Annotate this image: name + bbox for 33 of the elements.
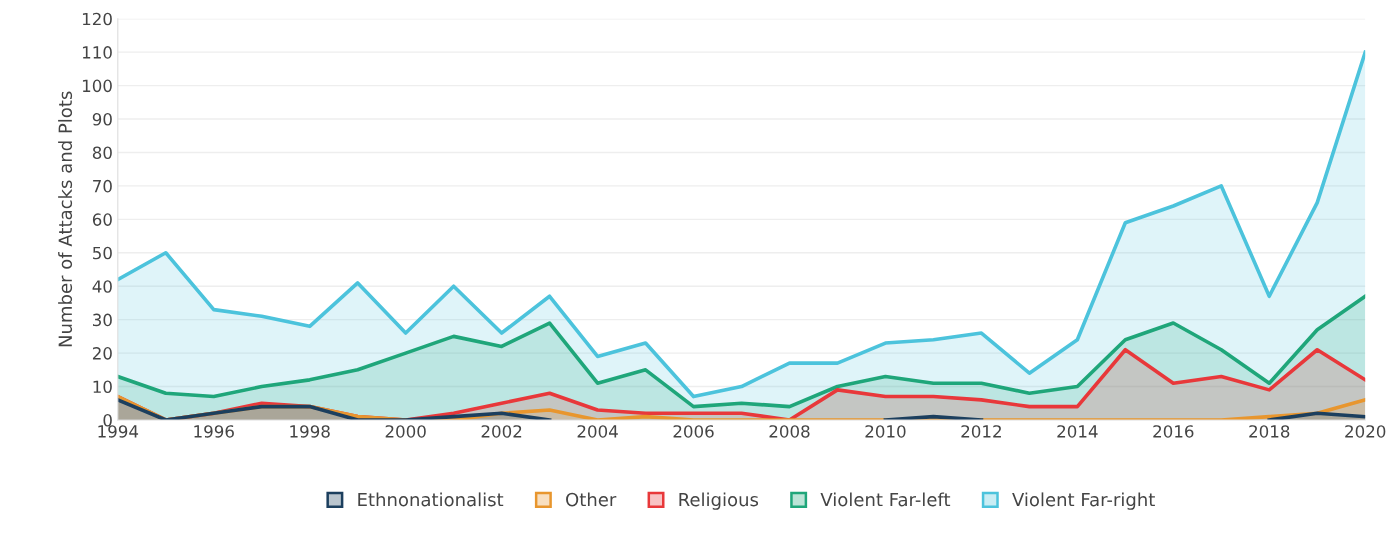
- y-tick-label: 10: [93, 380, 112, 394]
- legend-label: Violent Far-left: [820, 492, 951, 507]
- legend-label: Religious: [679, 492, 759, 510]
- legend-label: Ethnonationalist: [358, 492, 504, 507]
- y-tick-label: 90: [92, 113, 112, 126]
- x-tick-label: 2000: [385, 425, 426, 438]
- y-tick-label: 40: [92, 280, 112, 293]
- y-tick-label: 0: [103, 413, 112, 427]
- x-tick-label: 2016: [1153, 425, 1194, 438]
- x-tick-label: 2010: [865, 425, 906, 438]
- y-tick-label: 20: [92, 347, 112, 360]
- x-tick-label: 2008: [769, 425, 810, 438]
- legend-label: Violent Far-right: [1012, 492, 1155, 510]
- x-tick-label: 2020: [1345, 425, 1386, 438]
- x-tick-label: 2018: [1249, 425, 1290, 438]
- x-tick-label: 1994: [98, 425, 139, 438]
- legend-label: Other: [566, 492, 617, 507]
- x-tick-label: 2002: [481, 425, 522, 438]
- y-tick-label: 80: [92, 146, 112, 160]
- y-tick-label: 110: [82, 46, 112, 59]
- y-tick-label: 70: [93, 179, 112, 193]
- y-tick-label: 30: [93, 313, 112, 327]
- x-tick-label: 2006: [673, 425, 714, 438]
- x-tick-label: 2012: [961, 425, 1001, 438]
- y-tick-label: 100: [82, 79, 112, 93]
- x-tick-label: 1996: [194, 425, 234, 438]
- y-tick-label: 120: [82, 12, 112, 26]
- x-tick-label: 2004: [577, 425, 618, 438]
- x-tick-label: 1998: [290, 425, 330, 438]
- x-tick-label: 2014: [1057, 425, 1098, 438]
- y-tick-label: 60: [92, 213, 112, 226]
- y-axis-title: Number of Attacks and Plots: [58, 91, 73, 347]
- y-tick-label: 50: [93, 246, 112, 260]
